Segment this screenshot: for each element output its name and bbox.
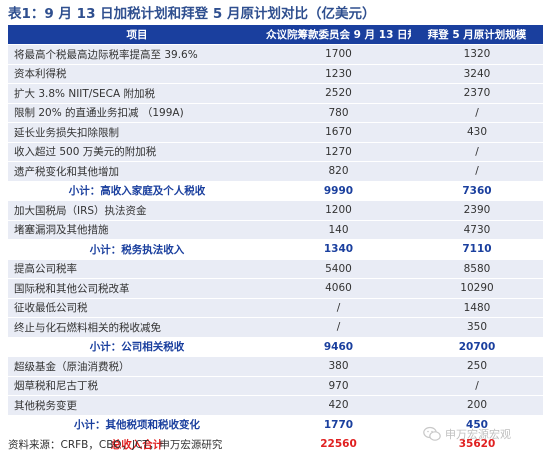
row-label: 小计：高收入家庭及个人税收 (8, 181, 266, 201)
row-value-biden: 350 (411, 317, 543, 338)
row-value-committee: 780 (266, 103, 411, 123)
table-row: 遗产税变化和其他增加 820/ (8, 161, 543, 182)
row-value-committee: 1200 (266, 200, 411, 221)
row-label: 限制 20% 的直通业务扣减 （199A) (8, 103, 266, 123)
row-value-committee: 9990 (266, 181, 411, 201)
row-value-biden: 8580 (411, 259, 543, 279)
row-value-biden: 430 (411, 122, 543, 143)
table-row: 将最高个税最高边际税率提高至 39.6% 1700 1320 (8, 44, 543, 65)
row-value-committee: 1770 (266, 415, 411, 435)
row-value-committee: 820 (266, 161, 411, 182)
table-row: 限制 20% 的直通业务扣减 （199A) 780/ (8, 103, 543, 123)
row-value-biden: 2390 (411, 200, 543, 221)
row-value-biden: 7360 (411, 181, 543, 201)
row-value-committee: 1270 (266, 142, 411, 162)
subtotal-row: 小计：税务执法收入 1340 7110 (8, 239, 543, 260)
row-value-committee: 970 (266, 376, 411, 396)
row-label: 堵塞漏洞及其他措施 (8, 220, 266, 240)
table-row: 延长业务损失扣除限制 1670 430 (8, 122, 543, 143)
table-row: 扩大 3.8% NIIT/SECA 附加税 2520 2370 (8, 83, 543, 104)
subtotal-row: 小计：公司相关税收 9460 20700 (8, 337, 543, 357)
row-value-committee: 1340 (266, 239, 411, 260)
row-label: 超级基金（原油消费税） (8, 356, 266, 377)
row-value-committee: 22560 (266, 434, 411, 455)
row-label: 其他税务变更 (8, 395, 266, 416)
row-value-biden: 2370 (411, 83, 543, 104)
row-value-biden: 200 (411, 395, 543, 416)
total-row: 总收入合计 22560 35620 (8, 434, 543, 455)
table-row: 加大国税局（IRS）执法资金 1200 2390 (8, 200, 543, 221)
row-value-biden: 1480 (411, 298, 543, 318)
row-value-biden: 4730 (411, 220, 543, 240)
row-value-committee: 1670 (266, 122, 411, 143)
row-label: 烟草税和尼古丁税 (8, 376, 266, 396)
row-value-committee: 140 (266, 220, 411, 240)
table-row: 终止与化石燃料相关的税收减免/350 (8, 317, 543, 338)
column-header-committee: 众议院筹款委员会 9 月 13 日规模 (266, 25, 411, 45)
row-value-biden: / (411, 376, 543, 396)
table-row: 超级基金（原油消费税） 380 250 (8, 356, 543, 377)
row-value-biden: 10290 (411, 278, 543, 299)
row-label: 加大国税局（IRS）执法资金 (8, 200, 266, 221)
subtotal-row: 小计：高收入家庭及个人税收 9990 7360 (8, 181, 543, 201)
source-note: 资料来源：CRFB，CBO，JCT，申万宏源研究 (8, 439, 223, 451)
table-row: 收入超过 500 万美元的附加税 1270/ (8, 142, 543, 162)
watermark-text: 申万宏源宏观 (445, 428, 511, 441)
row-label: 资本利得税 (8, 64, 266, 84)
row-label: 国际税和其他公司税改革 (8, 278, 266, 299)
row-value-committee: 420 (266, 395, 411, 416)
table-row: 其他税务变更 420 200 (8, 395, 543, 416)
row-value-biden: / (411, 142, 543, 162)
watermark: 申万宏源宏观 (423, 426, 511, 442)
row-value-biden: 3240 (411, 64, 543, 84)
row-value-committee: 4060 (266, 278, 411, 299)
row-label: 征收最低公司税 (8, 298, 266, 318)
row-label: 延长业务损失扣除限制 (8, 122, 266, 143)
row-value-biden: 35620 (411, 434, 543, 455)
table-row: 国际税和其他公司税改革 4060 10290 (8, 278, 543, 299)
table-row: 提高公司税率 5400 8580 (8, 259, 543, 279)
comparison-table: 项目 众议院筹款委员会 9 月 13 日规模 拜登 5 月原计划规模 将最高个税… (8, 25, 543, 455)
row-value-biden: 250 (411, 356, 543, 377)
row-label: 遗产税变化和其他增加 (8, 161, 266, 182)
row-label: 小计：税务执法收入 (8, 239, 266, 260)
column-header-item: 项目 (8, 25, 266, 45)
row-value-committee: 1230 (266, 64, 411, 84)
row-label: 收入超过 500 万美元的附加税 (8, 142, 266, 162)
row-value-committee: 1700 (266, 44, 411, 65)
row-value-biden: 7110 (411, 239, 543, 260)
row-value-committee: / (266, 317, 411, 338)
row-value-biden: 20700 (411, 337, 543, 357)
table-row: 征收最低公司税/1480 (8, 298, 543, 318)
row-value-committee: 9460 (266, 337, 411, 357)
row-label: 小计：其他税项和税收变化 (8, 415, 266, 435)
row-value-biden: / (411, 161, 543, 182)
table-row: 资本利得税 1230 3240 (8, 64, 543, 84)
table-row: 堵塞漏洞及其他措施 140 4730 (8, 220, 543, 240)
row-value-committee: 5400 (266, 259, 411, 279)
row-value-committee: 380 (266, 356, 411, 377)
column-header-biden: 拜登 5 月原计划规模 (411, 25, 543, 45)
row-label: 小计：公司相关税收 (8, 337, 266, 357)
table-row: 烟草税和尼古丁税 970/ (8, 376, 543, 396)
row-label: 将最高个税最高边际税率提高至 39.6% (8, 44, 266, 65)
row-value-biden: 1320 (411, 44, 543, 65)
table-body: 将最高个税最高边际税率提高至 39.6% 1700 1320 资本利得税 1230 324… (8, 44, 543, 455)
row-label: 总收入合计 (8, 434, 266, 455)
row-label: 提高公司税率 (8, 259, 266, 279)
wechat-logo-icon (423, 426, 441, 441)
row-value-biden: 450 (411, 415, 543, 435)
row-value-biden: / (411, 103, 543, 123)
table-header-row: 项目 众议院筹款委员会 9 月 13 日规模 拜登 5 月原计划规模 (8, 25, 543, 45)
subtotal-row: 小计：其他税项和税收变化 1770 450 (8, 415, 543, 435)
table-title: 表1：9 月 13 日加税计划和拜登 5 月原计划对比（亿美元） (8, 6, 376, 22)
row-label: 扩大 3.8% NIIT/SECA 附加税 (8, 83, 266, 104)
row-value-committee: 2520 (266, 83, 411, 104)
row-label: 终止与化石燃料相关的税收减免 (8, 317, 266, 338)
row-value-committee: / (266, 298, 411, 318)
